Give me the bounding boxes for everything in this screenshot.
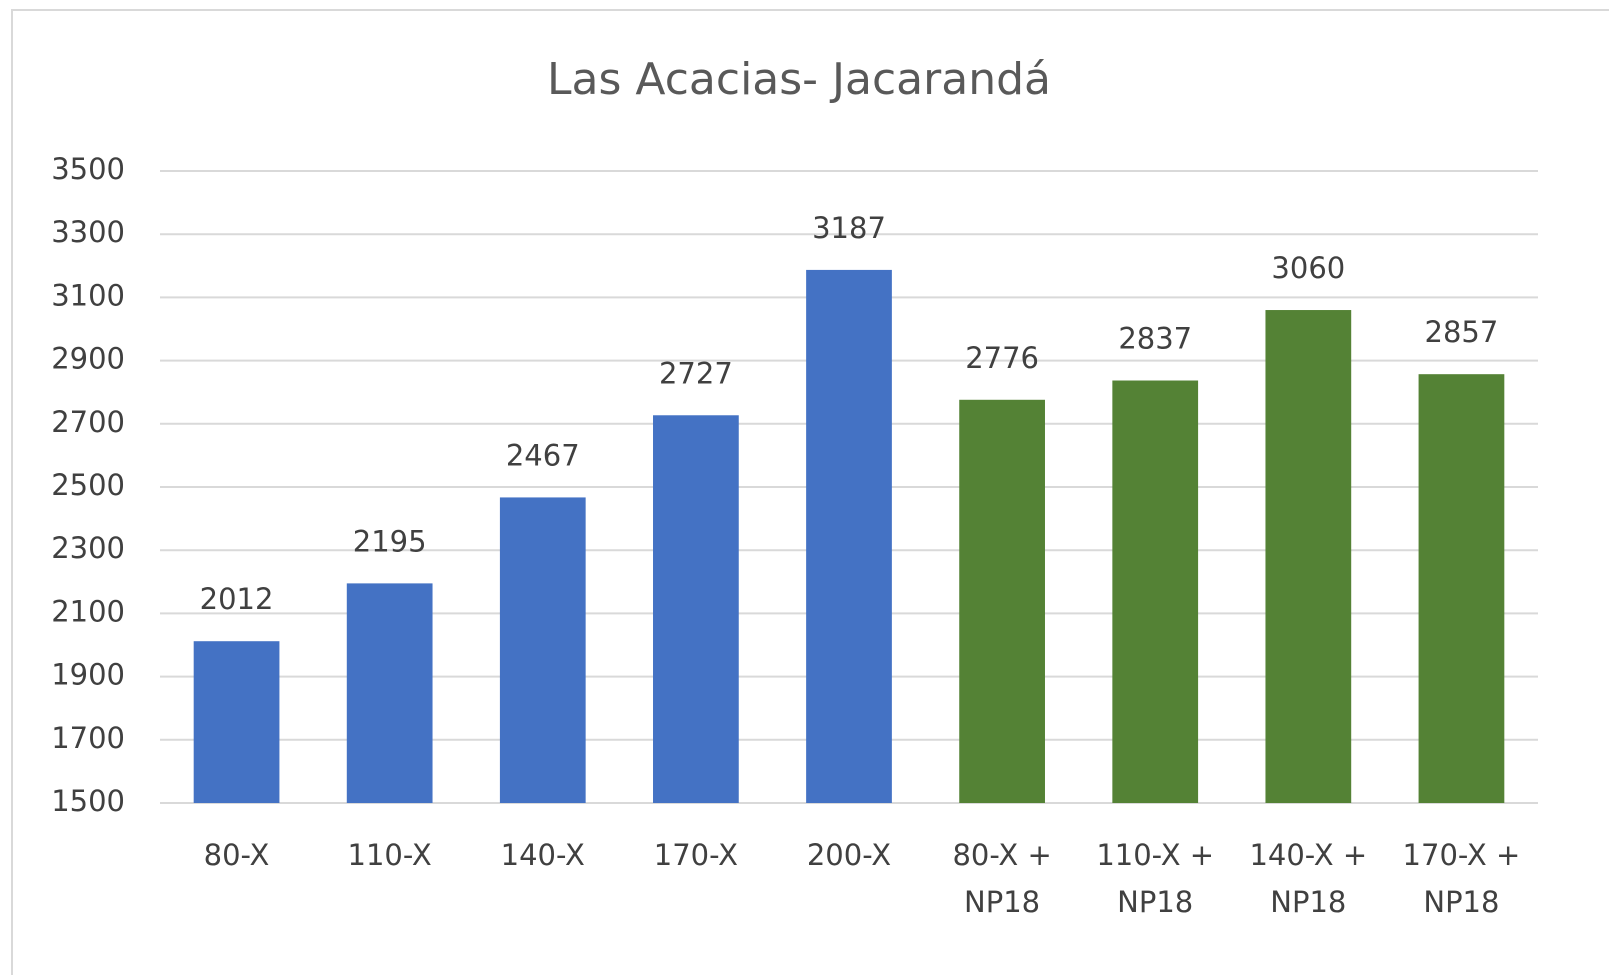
y-tick-label: 2500 <box>51 468 125 502</box>
bar <box>959 399 1045 803</box>
x-tick-label: 140-X <box>500 838 585 872</box>
x-tick-label: 110-X <box>347 838 432 872</box>
data-label: 3187 <box>812 211 886 245</box>
bar <box>806 269 892 804</box>
y-tick-label: 1700 <box>51 721 125 755</box>
x-tick-label: 80-X <box>203 838 270 872</box>
chart-title: Las Acacias- Jacarandá <box>547 54 1051 105</box>
data-label: 2776 <box>965 341 1039 375</box>
x-tick-label: 110-X + NP18 <box>1096 838 1215 919</box>
y-tick-label: 2900 <box>51 342 125 376</box>
y-tick-label: 3100 <box>51 278 125 312</box>
bar <box>1418 374 1505 803</box>
bar <box>1265 310 1352 803</box>
data-label: 2857 <box>1425 315 1499 349</box>
bar <box>193 641 280 803</box>
x-tick-label: 200-X <box>806 838 892 872</box>
bar <box>499 497 586 803</box>
x-tick-label: 170-X <box>653 838 738 872</box>
data-label: 2837 <box>1118 322 1192 356</box>
data-label: 2012 <box>200 582 274 616</box>
y-tick-label: 2100 <box>51 594 125 628</box>
x-tick-label: 140-X + NP18 <box>1249 838 1368 919</box>
data-label: 3060 <box>1271 251 1345 285</box>
data-label: 2467 <box>506 438 580 472</box>
data-label: 2727 <box>659 356 733 390</box>
y-tick-label: 2300 <box>51 531 125 565</box>
y-tick-label: 1900 <box>51 658 125 692</box>
y-tick-label: 3500 <box>51 152 125 186</box>
bar <box>1112 380 1199 803</box>
data-label: 2195 <box>353 524 427 558</box>
bar <box>346 583 433 803</box>
y-tick-label: 3300 <box>51 215 125 249</box>
x-tick-label: 170-X + NP18 <box>1402 838 1521 919</box>
y-tick-label: 1500 <box>51 784 125 818</box>
x-tick-label: 80-X + NP18 <box>952 838 1052 919</box>
bar <box>653 415 739 803</box>
y-tick-label: 2700 <box>51 405 125 439</box>
